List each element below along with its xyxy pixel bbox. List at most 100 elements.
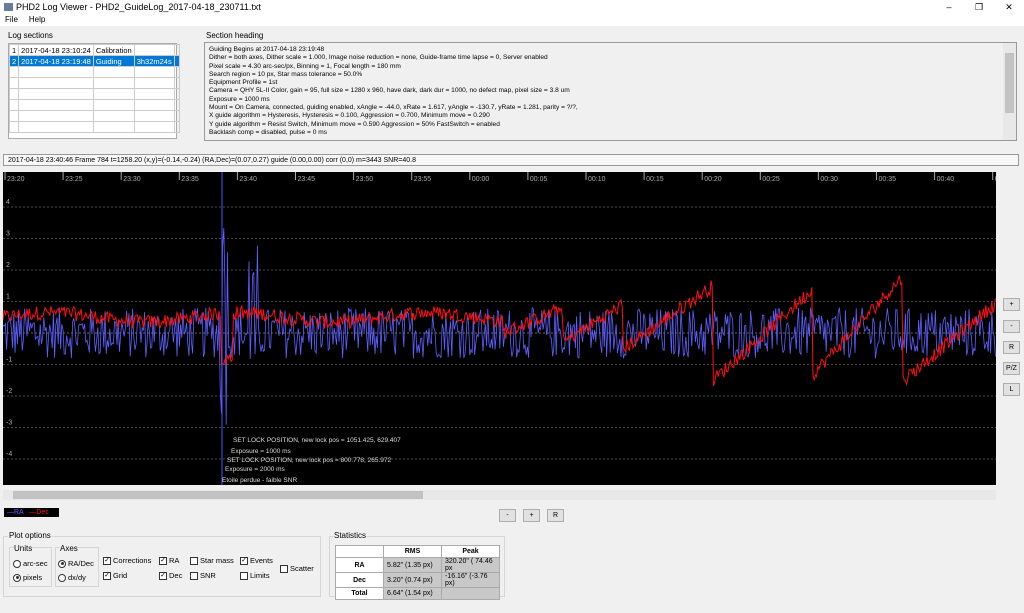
minimize-button[interactable]: – [946, 2, 952, 12]
x-tick-label: 00:15 [646, 176, 664, 183]
units-pixels-radio[interactable]: pixels [13, 573, 42, 582]
x-tick-label: 00:25 [762, 176, 780, 183]
graph-legend: —RA —Dec [4, 508, 59, 517]
units-arcsec-radio[interactable]: arc-sec [13, 559, 48, 568]
limits-checkbox[interactable]: Limits [240, 571, 270, 580]
cell: Calibration [92, 44, 135, 56]
ra-checkbox[interactable]: ✓ RA [159, 556, 180, 565]
table-row[interactable]: 1 2017-04-18 23:10:24 Calibration [8, 44, 180, 56]
event-label: Exposure = 1000 ms [231, 448, 292, 455]
x-tick-label: 00:20 [704, 176, 722, 183]
x-tick-label: 00:10 [588, 176, 606, 183]
cell: 320.20" ( 74.46 px [441, 557, 500, 573]
corrections-checkbox[interactable]: ✓ Corrections [103, 556, 152, 565]
snr-checkbox[interactable]: SNR [190, 571, 216, 580]
menu-file[interactable]: File [5, 15, 18, 24]
guide-graph[interactable]: 4 3 2 1 -1 -2 -3 -4 23:20 23:25 23:30 23:35 23:40 23:… [3, 172, 996, 485]
log-sections-table[interactable]: 1 2017-04-18 23:10:24 Calibration 2 2017-04… [8, 43, 180, 139]
y-tick-label: 3 [6, 231, 10, 238]
y-tick-label: 1 [6, 294, 10, 301]
grid-checkbox[interactable]: ✓ Grid [103, 571, 128, 580]
heading-line: Mount = On Camera, connected, guiding en… [209, 104, 578, 112]
section-heading-label: Section heading [206, 31, 264, 40]
events-checkbox[interactable]: ✓ Events [240, 556, 273, 565]
cell: 2017-04-18 23:19:48 [18, 55, 94, 67]
dec-checkbox[interactable]: ✓ Dec [159, 571, 183, 580]
heading-line: Backlash comp = disabled, pulse = 0 ms [209, 128, 328, 136]
y-tick-label: -1 [6, 357, 12, 364]
x-tick-label: 23:50 [356, 176, 374, 183]
x-tick-label: 23:40 [239, 176, 257, 183]
axes-dxdy-radio[interactable]: dx/dy [58, 573, 86, 582]
l-button[interactable]: L [1003, 383, 1020, 396]
heading-line: Y guide algorithm = Resist Switch, Minim… [209, 120, 500, 128]
x-tick-label: 00:30 [820, 176, 838, 183]
x-tick-label: 00:00 [472, 176, 490, 183]
title-bar: PHD2 Log Viewer - PHD2_GuideLog_2017-04-… [0, 0, 1024, 14]
status-line: 2017-04-18 23:40:46 Frame 784 t=1258.20 … [3, 154, 1019, 166]
x-tick-label: 23:55 [414, 176, 432, 183]
axes-label: Axes [60, 544, 78, 553]
log-sections-label: Log sections [8, 31, 53, 40]
graph-canvas: 4 3 2 1 -1 -2 -3 -4 23:20 23:25 23:30 23:35 23:40 23:… [3, 172, 996, 485]
zoom-out-button[interactable]: - [1003, 320, 1020, 333]
x-tick-label: 23:30 [123, 176, 141, 183]
event-label: SET LOCK POSITION, new lock pos = 800.77… [227, 457, 391, 464]
heading-line: Dither = both axes, Dither scale = 1.000… [209, 54, 548, 62]
y-tick-label: 4 [6, 199, 10, 206]
menu-help[interactable]: Help [28, 15, 46, 24]
event-label: Etoile perdue - faible SNR [222, 477, 297, 484]
axes-radec-radio[interactable]: RA/Dec [58, 559, 94, 568]
cell: 2017-04-18 23:10:24 [18, 44, 94, 56]
x-zoom-in-button[interactable]: + [523, 509, 540, 522]
plot-options-group [3, 536, 321, 597]
zoom-in-button[interactable]: + [1003, 298, 1020, 311]
y-tick-label: -2 [6, 388, 12, 395]
header-rms: RMS [383, 545, 442, 558]
x-reset-button[interactable]: R [547, 509, 564, 522]
x-tick-label: 23:20 [7, 176, 25, 183]
cell: 3.20" (0.74 px) [383, 572, 442, 588]
dec-series-line [3, 275, 996, 387]
heading-line: Exposure = 1000 ms [209, 95, 270, 103]
x-tick-label: 23:45 [298, 176, 316, 183]
units-label: Units [14, 544, 33, 553]
cell: 5.82" (1.35 px) [383, 557, 442, 573]
graph-scrollbar[interactable] [3, 490, 996, 500]
heading-line: Camera = QHY 5L-II Color, gain = 95, ful… [209, 87, 570, 95]
x-tick-label: 00:45 [995, 176, 996, 183]
heading-scrollbar[interactable] [1003, 43, 1016, 140]
app-icon [4, 3, 13, 11]
cell: 3h32m24s [133, 55, 175, 67]
heading-line: Guiding Begins at 2017-04-18 23:19:48 [209, 46, 325, 53]
legend-ra: —RA [7, 509, 24, 516]
x-tick-label: 00:35 [879, 176, 897, 183]
event-label: SET LOCK POSITION, new lock pos = 1051.4… [233, 437, 401, 444]
header-peak: Peak [441, 545, 500, 558]
y-tick-label: 2 [6, 262, 10, 269]
row-label: Dec [335, 572, 384, 588]
y-tick-label: -4 [6, 451, 12, 458]
x-tick-label: 00:40 [937, 176, 955, 183]
close-button[interactable]: ✕ [1005, 2, 1013, 12]
cell: -16.16" (-3.76 px) [441, 572, 500, 588]
scatter-checkbox[interactable]: Scatter [280, 564, 314, 573]
heading-line: Pixel scale = 4.30 arc-sec/px, Binning =… [209, 62, 401, 70]
event-label: Exposure = 2000 ms [225, 466, 286, 473]
pz-button[interactable]: P/Z [1003, 362, 1020, 375]
section-heading-text[interactable]: Guiding Begins at 2017-04-18 23:19:48 Di… [204, 42, 1017, 141]
cell: 6.64" (1.54 px) [383, 587, 442, 600]
heading-line: X guide algorithm = Hysteresis, Hysteres… [209, 112, 490, 120]
cell [133, 44, 175, 56]
table-row-selected[interactable]: 2 2017-04-18 23:19:48 Guiding 3h32m24s [8, 55, 180, 67]
x-tick-label: 23:25 [65, 176, 83, 183]
x-zoom-out-button[interactable]: - [499, 509, 516, 522]
reset-button[interactable]: R [1003, 341, 1020, 354]
maximize-button[interactable]: ❐ [974, 2, 984, 12]
star-mass-checkbox[interactable]: Star mass [190, 556, 234, 565]
menu-bar: File Help [0, 14, 1024, 26]
cell: Guiding [92, 55, 135, 67]
cell: 1 [8, 44, 20, 56]
x-tick-label: 23:35 [181, 176, 199, 183]
cell [441, 587, 500, 600]
